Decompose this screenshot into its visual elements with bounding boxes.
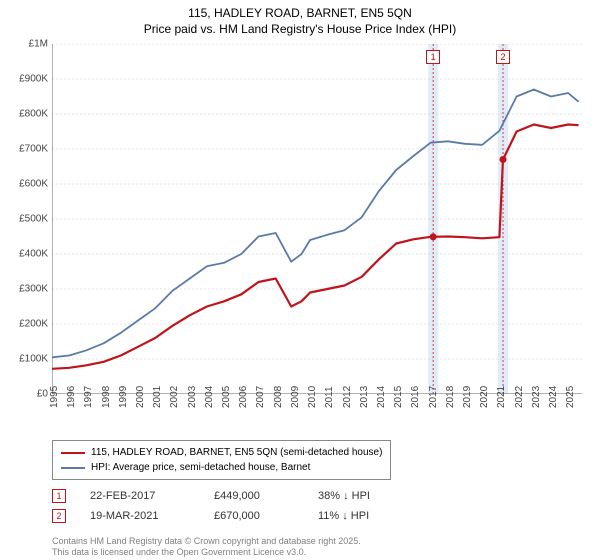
y-tick-label: £100K <box>19 354 48 365</box>
x-tick-label: 2021 <box>496 386 507 408</box>
sale-marker-box: 1 <box>426 50 440 64</box>
sale-diff: 38% ↓ HPI <box>318 490 370 502</box>
y-tick-label: £300K <box>19 284 48 295</box>
x-tick-label: 2018 <box>445 386 456 408</box>
x-tick-label: 2024 <box>548 386 559 408</box>
sale-price: £670,000 <box>214 510 294 522</box>
y-tick-label: £700K <box>19 144 48 155</box>
x-tick-label: 1995 <box>49 386 60 408</box>
x-tick-label: 2025 <box>565 386 576 408</box>
x-tick-label: 1999 <box>118 386 129 408</box>
x-tick-label: 2023 <box>531 386 542 408</box>
x-tick-label: 2013 <box>359 386 370 408</box>
x-tick-label: 1998 <box>101 386 112 408</box>
x-tick-label: 2007 <box>255 386 266 408</box>
title-block: 115, HADLEY ROAD, BARNET, EN5 5QN Price … <box>0 0 600 37</box>
sales-table: 1 22-FEB-2017 £449,000 38% ↓ HPI 2 19-MAR-202… <box>52 486 370 526</box>
x-tick-label: 2002 <box>169 386 180 408</box>
sale-date: 19-MAR-2021 <box>90 510 190 522</box>
x-tick-label: 2008 <box>273 386 284 408</box>
x-tick-label: 2010 <box>307 386 318 408</box>
y-tick-label: £1M <box>29 39 48 50</box>
x-tick-label: 2015 <box>393 386 404 408</box>
legend-item: 115, HADLEY ROAD, BARNET, EN5 5QN (semi-… <box>61 445 382 460</box>
sale-date: 22-FEB-2017 <box>90 490 190 502</box>
x-tick-label: 2016 <box>410 386 421 408</box>
x-tick-label: 1996 <box>66 386 77 408</box>
sale-marker-icon: 1 <box>52 489 66 503</box>
x-tick-label: 2022 <box>514 386 525 408</box>
chart-svg <box>52 44 582 394</box>
legend-label: HPI: Average price, semi-detached house,… <box>91 460 310 475</box>
x-tick-label: 2017 <box>428 386 439 408</box>
copyright-footer: Contains HM Land Registry data © Crown c… <box>52 536 361 558</box>
title-line2: Price paid vs. HM Land Registry's House … <box>0 22 600 38</box>
y-tick-label: £900K <box>19 74 48 85</box>
legend-swatch <box>61 467 85 469</box>
x-tick-label: 2003 <box>187 386 198 408</box>
chart-container: 115, HADLEY ROAD, BARNET, EN5 5QN Price … <box>0 0 600 560</box>
x-tick-label: 2014 <box>376 386 387 408</box>
y-tick-label: £500K <box>19 214 48 225</box>
y-tick-label: £200K <box>19 319 48 330</box>
legend-label: 115, HADLEY ROAD, BARNET, EN5 5QN (semi-… <box>91 445 382 460</box>
footer-line1: Contains HM Land Registry data © Crown c… <box>52 536 361 547</box>
y-tick-label: £600K <box>19 179 48 190</box>
x-tick-label: 2011 <box>324 386 335 408</box>
title-line1: 115, HADLEY ROAD, BARNET, EN5 5QN <box>0 6 600 22</box>
sale-row: 2 19-MAR-2021 £670,000 11% ↓ HPI <box>52 506 370 526</box>
y-tick-label: £800K <box>19 109 48 120</box>
footer-line2: This data is licensed under the Open Gov… <box>52 547 361 558</box>
x-tick-label: 2001 <box>152 386 163 408</box>
y-tick-label: £0 <box>37 389 48 400</box>
x-tick-label: 2000 <box>135 386 146 408</box>
legend: 115, HADLEY ROAD, BARNET, EN5 5QN (semi-… <box>52 440 391 480</box>
x-tick-label: 2020 <box>479 386 490 408</box>
x-tick-label: 2009 <box>290 386 301 408</box>
y-tick-label: £400K <box>19 249 48 260</box>
legend-swatch <box>61 452 85 454</box>
x-tick-label: 2006 <box>238 386 249 408</box>
x-tick-label: 1997 <box>83 386 94 408</box>
x-tick-label: 2005 <box>221 386 232 408</box>
sale-marker-icon: 2 <box>52 509 66 523</box>
legend-item: HPI: Average price, semi-detached house,… <box>61 460 382 475</box>
x-tick-label: 2019 <box>462 386 473 408</box>
x-tick-label: 2004 <box>204 386 215 408</box>
sale-row: 1 22-FEB-2017 £449,000 38% ↓ HPI <box>52 486 370 506</box>
sale-price: £449,000 <box>214 490 294 502</box>
x-tick-label: 2012 <box>342 386 353 408</box>
sale-diff: 11% ↓ HPI <box>318 510 369 522</box>
sale-marker-box: 2 <box>496 50 510 64</box>
